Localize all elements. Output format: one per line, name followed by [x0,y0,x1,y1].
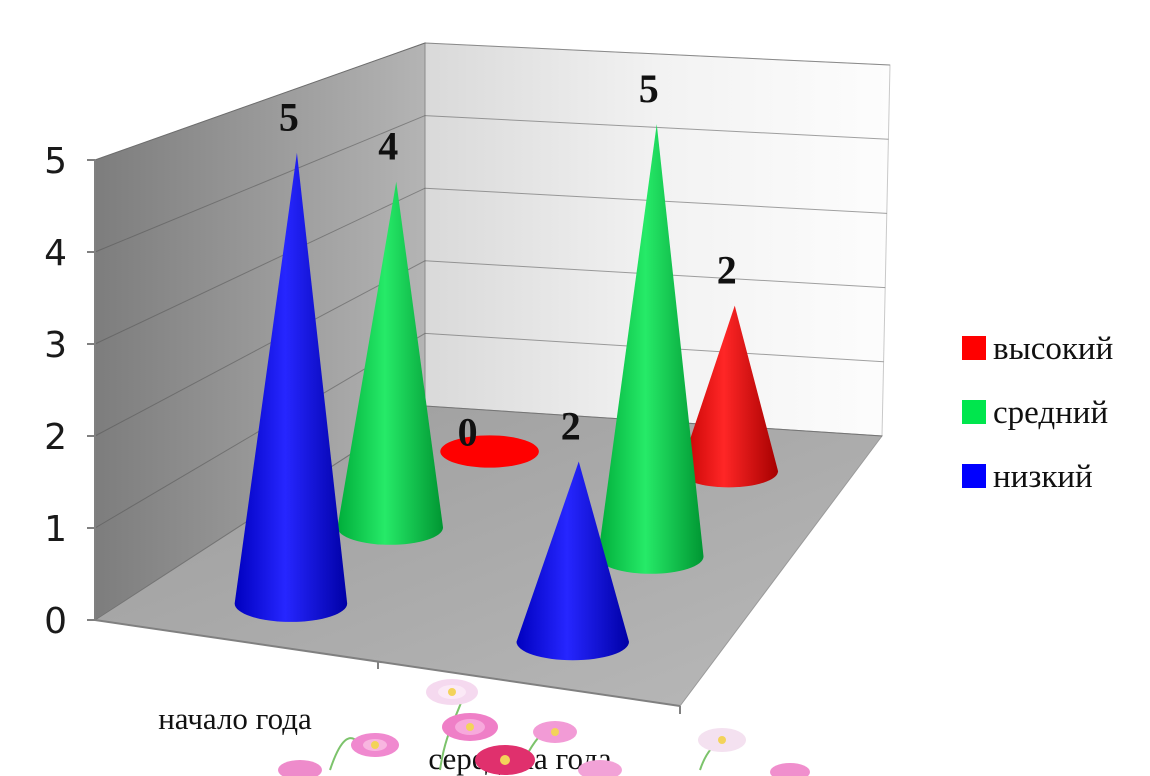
cone-mark [337,181,444,545]
gridline [94,115,889,253]
legend: высокий средний низкий [962,331,1113,495]
data-label: 0 [458,410,478,455]
legend-label: высокий [993,331,1113,367]
y-axis: 0 1 2 3 4 5 [44,141,95,642]
data-label: 2 [561,404,581,449]
legend-item: средний [962,395,1108,431]
gridlines [94,42,891,621]
y-tick-label: 3 [44,325,67,366]
y-tick-label: 1 [44,509,67,550]
data-label: 4 [378,124,398,169]
gridline [94,42,891,161]
legend-item: низкий [962,459,1093,495]
legend-label: низкий [993,459,1093,495]
cone-mark [516,461,630,661]
cone-base-zero [440,435,539,468]
legend-swatch [962,464,986,488]
y-tick-label: 4 [44,233,67,274]
legend-label: средний [993,395,1108,431]
cone-series [234,124,779,661]
y-tick-label: 2 [44,417,67,458]
cone-mark [234,152,348,622]
cone-0-0 [440,435,539,468]
category-label: начало года [158,701,312,736]
legend-swatch [962,400,986,424]
flower-decoration [278,679,810,776]
cone-0-1 [679,305,779,488]
x-axis-line [94,619,681,707]
cone-1-0 [337,181,444,545]
cone-mark [679,305,779,488]
cone-2-0 [234,152,348,622]
data-label: 5 [279,95,299,140]
cone-2-1 [516,461,630,661]
gridline [94,260,886,437]
data-label: 2 [717,248,737,293]
legend-item: высокий [962,331,1113,367]
gridline [94,187,887,345]
cone-mark [597,124,704,574]
y-tick-label: 5 [44,141,67,182]
data-labels: 0 2 4 5 5 2 [279,66,737,454]
legend-swatch [962,336,986,360]
data-label: 5 [639,66,659,111]
y-tick-label: 0 [44,601,67,642]
cone-1-1 [597,124,704,574]
